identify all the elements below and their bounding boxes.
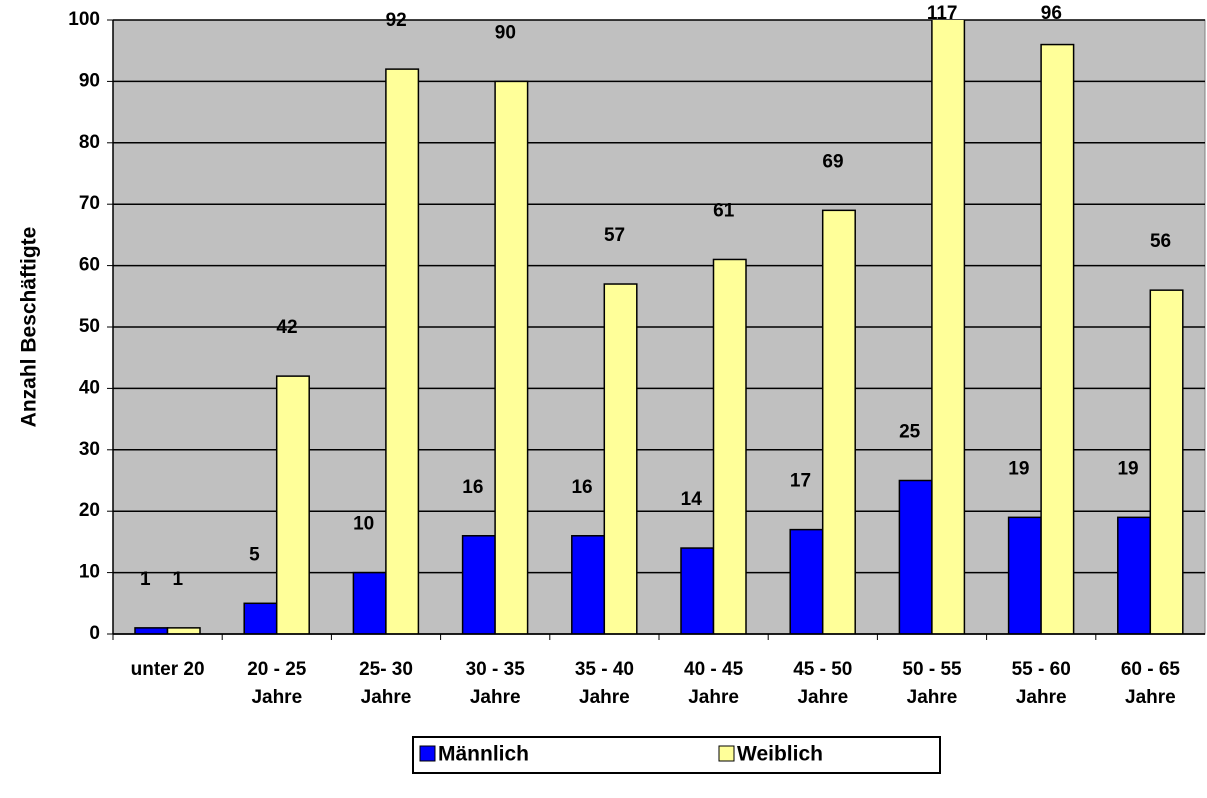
data-label: 92 (386, 10, 407, 31)
y-tick-label: 0 (89, 623, 100, 644)
data-label: 14 (681, 489, 703, 510)
bar (1007, 516, 1042, 634)
y-tick-label: 20 (79, 500, 100, 521)
x-tick-label: 35 - 40 Jahre (574, 659, 634, 708)
y-tick-label: 10 (79, 562, 100, 583)
data-label: 19 (1008, 458, 1029, 479)
data-label: 5 (249, 544, 260, 565)
bar (712, 258, 747, 634)
bar (571, 535, 606, 634)
x-tick-label: 20 - 25 Jahre (247, 659, 307, 708)
y-tick-label: 90 (79, 70, 100, 91)
legend (412, 736, 941, 774)
bar (821, 209, 856, 634)
data-label: 56 (1150, 231, 1171, 252)
x-tick-label: 50 - 55 Jahre (902, 659, 962, 708)
bar (898, 479, 933, 634)
data-label: 25 (899, 422, 921, 443)
data-label: 69 (822, 151, 843, 172)
data-label: 61 (713, 200, 735, 221)
x-tick-label: 45 - 50 Jahre (793, 659, 853, 708)
data-label: 1 (172, 569, 183, 590)
bar (352, 571, 387, 634)
x-tick-label: 60 - 65 Jahre (1120, 659, 1180, 708)
data-label: 117 (927, 3, 958, 24)
bar (243, 602, 278, 634)
data-label: 16 (462, 477, 483, 498)
bar (1117, 516, 1152, 634)
y-axis-label: Anzahl Beschäftigte (18, 227, 41, 428)
legend-swatch (419, 745, 436, 762)
bar (789, 528, 824, 634)
data-label: 57 (604, 225, 625, 246)
y-tick-label: 100 (68, 9, 100, 30)
bar (166, 627, 201, 634)
bar (494, 80, 529, 634)
y-tick-label: 60 (79, 255, 100, 276)
data-label: 19 (1117, 458, 1138, 479)
legend-label: Weiblich (737, 743, 823, 766)
bar (680, 547, 715, 634)
data-label: 17 (790, 471, 811, 492)
x-tick-label: 40 - 45 Jahre (684, 659, 744, 708)
bar (461, 535, 496, 634)
bar (603, 283, 638, 634)
data-label: 42 (276, 317, 297, 338)
data-label: 16 (571, 477, 592, 498)
x-tick-label: 30 - 35 Jahre (465, 659, 525, 708)
data-label: 1 (140, 569, 151, 590)
data-label: 10 (353, 514, 374, 535)
bar (385, 68, 420, 634)
y-tick-label: 30 (79, 439, 100, 460)
bar (275, 375, 310, 634)
legend-swatch (718, 745, 735, 762)
y-tick-label: 50 (79, 316, 100, 337)
y-tick-label: 40 (79, 377, 100, 398)
bar (1040, 43, 1075, 634)
data-label: 90 (495, 22, 516, 43)
data-label: 96 (1041, 3, 1062, 24)
x-tick-label: 55 - 60 Jahre (1011, 659, 1071, 708)
legend-label: Männlich (438, 743, 529, 766)
bar (1149, 289, 1184, 634)
bar (134, 627, 169, 634)
x-tick-label: 25- 30 Jahre (359, 659, 413, 708)
y-tick-label: 80 (79, 132, 100, 153)
bar (931, 20, 966, 634)
y-tick-label: 70 (79, 193, 100, 214)
x-tick-label: unter 20 (130, 659, 205, 680)
